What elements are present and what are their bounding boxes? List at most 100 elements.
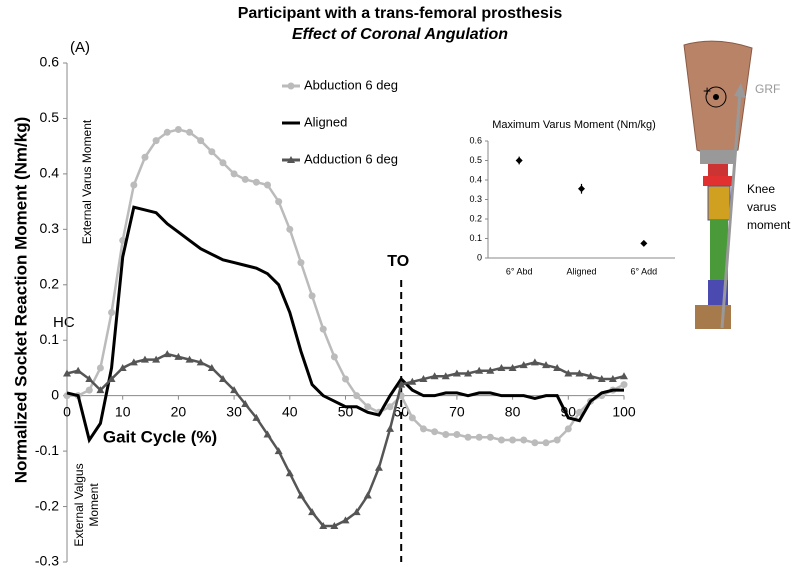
marker — [342, 375, 349, 383]
marker — [274, 447, 283, 455]
marker — [241, 399, 250, 407]
marker — [520, 436, 528, 444]
marker — [620, 372, 628, 380]
marker — [542, 361, 551, 369]
marker — [575, 408, 583, 416]
marker — [597, 375, 606, 383]
marker — [85, 386, 93, 394]
marker — [586, 372, 595, 380]
marker — [330, 353, 338, 361]
marker — [531, 439, 539, 447]
marker — [219, 159, 227, 167]
marker — [218, 375, 227, 383]
valgus-label: External Valgus — [72, 463, 86, 546]
marker — [130, 181, 138, 189]
marker — [497, 436, 505, 444]
series-line — [66, 205, 624, 444]
marker — [397, 380, 406, 388]
marker — [363, 491, 372, 499]
marker — [319, 325, 327, 333]
marker — [63, 369, 71, 377]
marker — [319, 521, 328, 529]
marker — [85, 375, 94, 383]
marker — [386, 403, 394, 411]
marker — [353, 392, 361, 400]
y-tick-label: -0.1 — [35, 442, 59, 458]
marker — [208, 148, 216, 156]
plus-sign: + — [703, 83, 711, 99]
marker — [486, 433, 494, 441]
y-axis-label: Normalized Socket Reaction Moment (Nm/kg… — [11, 117, 30, 484]
inset-x-tick-label: Aligned — [566, 266, 596, 276]
marker — [186, 128, 194, 136]
marker — [196, 358, 205, 366]
marker — [107, 375, 116, 383]
varus-label: External Varus Moment — [80, 119, 94, 244]
marker — [96, 386, 105, 394]
legend-label: Aligned — [304, 114, 347, 129]
marker — [464, 433, 472, 441]
knee-label: Knee — [747, 182, 775, 196]
toe-off-label: TO — [387, 253, 409, 270]
marker — [252, 413, 261, 421]
marker — [408, 377, 417, 385]
marker — [96, 364, 104, 372]
marker — [119, 236, 127, 244]
x-tick-label: 40 — [282, 403, 298, 419]
marker — [129, 358, 138, 366]
y-tick-label: 0.6 — [40, 54, 60, 70]
knee-label: moment — [747, 218, 791, 232]
marker — [553, 436, 561, 444]
legend-label: Abduction 6 deg — [304, 77, 398, 92]
marker — [475, 366, 484, 374]
grf-label: GRF — [755, 82, 780, 96]
marker — [452, 369, 461, 377]
marker — [174, 126, 182, 134]
x-tick-label: 60 — [393, 403, 409, 419]
marker — [207, 363, 216, 371]
marker — [530, 358, 539, 366]
marker — [297, 259, 305, 267]
x-tick-label: 100 — [612, 403, 636, 419]
x-tick-label: 30 — [226, 403, 242, 419]
prosthesis-illustration: + — [683, 40, 753, 329]
inset-x-tick-label: 6° Add — [631, 266, 658, 276]
inset-y-tick-label: 0.5 — [469, 155, 482, 165]
inset-y-tick-label: 0.2 — [469, 213, 482, 223]
marker — [152, 137, 160, 145]
marker — [430, 372, 439, 380]
marker — [419, 425, 427, 433]
marker — [486, 366, 495, 374]
marker — [519, 361, 528, 369]
x-tick-label: 80 — [505, 403, 521, 419]
legend-label: Adduction 6 deg — [304, 151, 398, 166]
title: Participant with a trans-femoral prosthe… — [238, 5, 563, 22]
marker — [364, 403, 372, 411]
knee-label: varus — [747, 200, 776, 214]
hc-label: HC — [53, 314, 75, 331]
valgus-label: Moment — [87, 483, 101, 527]
y-tick-label: 0 — [51, 386, 59, 402]
marker — [263, 430, 272, 438]
point — [515, 157, 523, 164]
marker — [542, 439, 550, 447]
y-tick-label: 0.3 — [40, 220, 60, 236]
marker — [564, 425, 572, 433]
marker — [296, 491, 305, 499]
marker — [118, 363, 127, 371]
marker — [108, 309, 116, 316]
marker — [285, 469, 294, 477]
y-tick-label: -0.3 — [35, 553, 59, 569]
marker — [341, 516, 350, 524]
marker — [275, 198, 283, 206]
marker — [374, 463, 383, 471]
marker — [174, 352, 183, 360]
marker — [140, 355, 149, 363]
marker — [575, 369, 584, 377]
y-tick-label: 0.2 — [40, 275, 60, 291]
marker — [408, 414, 416, 422]
marker — [141, 153, 149, 161]
inset-y-tick-label: 0 — [477, 252, 482, 262]
marker — [286, 225, 294, 233]
marker — [152, 355, 161, 363]
